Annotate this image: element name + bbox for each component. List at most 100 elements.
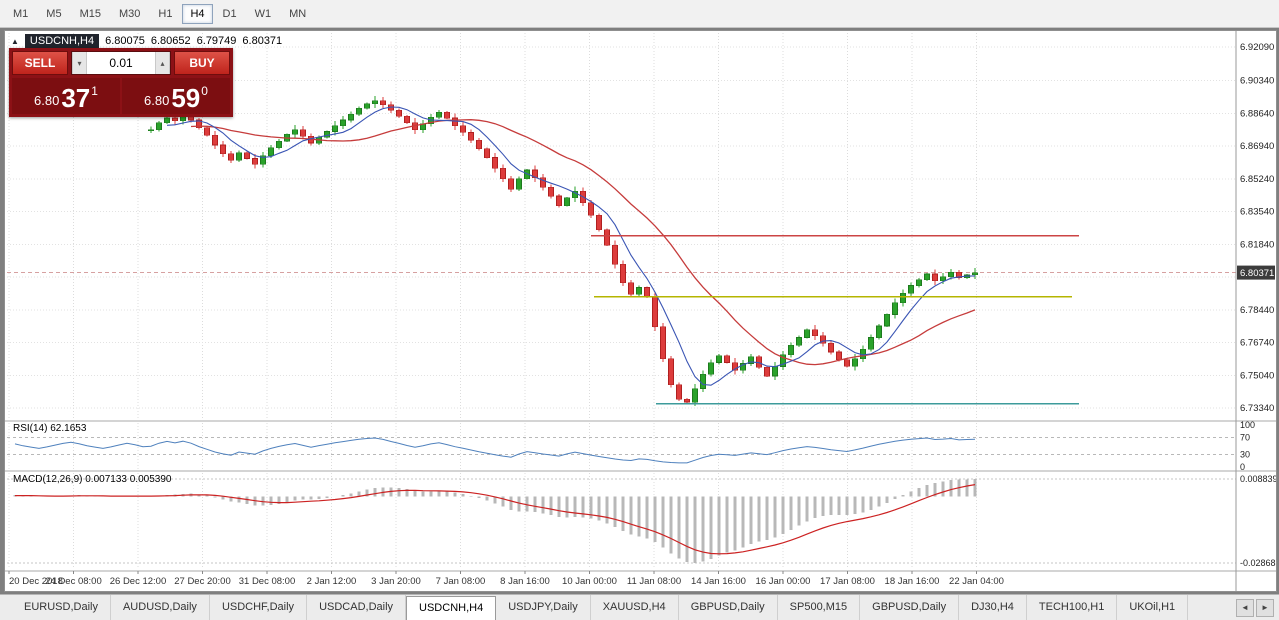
chart-marker-icon: ▲ xyxy=(11,36,19,46)
price-axis-labels: 6.92090 6.90340 6.88640 6.86940 6.85240 6.835… xyxy=(1240,42,1274,414)
svg-text:6.90340: 6.90340 xyxy=(1240,76,1274,87)
tab-scroll-controls: ◄ ► xyxy=(1236,595,1279,620)
chart-tab-audusd-daily[interactable]: AUDUSD,Daily xyxy=(111,595,210,620)
chart-tab-usdcad-daily[interactable]: USDCAD,Daily xyxy=(307,595,407,620)
svg-text:26 Dec 12:00: 26 Dec 12:00 xyxy=(110,576,167,587)
chart-tab-usdchf-daily[interactable]: USDCHF,Daily xyxy=(210,595,308,620)
svg-text:14 Jan 16:00: 14 Jan 16:00 xyxy=(691,576,746,587)
svg-text:6.73340: 6.73340 xyxy=(1240,403,1274,414)
svg-text:6.86940: 6.86940 xyxy=(1240,141,1274,152)
svg-text:31 Dec 08:00: 31 Dec 08:00 xyxy=(239,576,296,587)
chart-tab-xauusd-h4[interactable]: XAUUSD,H4 xyxy=(591,595,679,620)
tab-scroll-left-icon[interactable]: ◄ xyxy=(1236,598,1254,617)
chart-tab-ukoil-h1[interactable]: UKOil,H1 xyxy=(1117,595,1189,620)
chart-tab-tech100-h1[interactable]: TECH100,H1 xyxy=(1027,595,1118,620)
symbol-label: USDCNH,H4 xyxy=(24,34,100,48)
horizontal-lines xyxy=(591,235,1079,405)
chart-tab-gbpusd-daily[interactable]: GBPUSD,Daily xyxy=(679,595,778,620)
candles xyxy=(148,96,978,407)
timeframe-h1[interactable]: H1 xyxy=(158,7,173,20)
volume-control[interactable]: ▾ 0.01 ▴ xyxy=(71,51,171,75)
bid-price-sup: 1 xyxy=(91,84,98,98)
svg-text:6.76740: 6.76740 xyxy=(1240,338,1274,349)
svg-text:22 Jan 04:00: 22 Jan 04:00 xyxy=(949,576,1004,587)
svg-text:6.78440: 6.78440 xyxy=(1240,305,1274,316)
timeframe-toolbar: M1 M5 M15 M30 H1 H4 D1 W1 MN xyxy=(0,0,1279,28)
chart-tab-sp500-m15[interactable]: SP500,M15 xyxy=(778,595,861,620)
macd-signal-line xyxy=(15,484,976,555)
chart-tab-eurusd-daily[interactable]: EURUSD,Daily xyxy=(12,595,111,620)
ohlc-open: 6.80075 xyxy=(105,35,145,47)
svg-text:10 Jan 00:00: 10 Jan 00:00 xyxy=(562,576,617,587)
svg-text:27 Dec 20:00: 27 Dec 20:00 xyxy=(174,576,231,587)
one-click-trade-panel: SELL ▾ 0.01 ▴ BUY 6.80 37 1 6.80 59 0 xyxy=(9,48,233,117)
ask-price-button[interactable]: 6.80 59 0 xyxy=(122,78,230,114)
ask-price-small: 6.80 xyxy=(144,93,170,108)
buy-button[interactable]: BUY xyxy=(174,51,230,75)
bid-price-small: 6.80 xyxy=(34,93,60,108)
svg-text:11 Jan 08:00: 11 Jan 08:00 xyxy=(627,576,681,587)
svg-text:100: 100 xyxy=(1240,420,1255,430)
ma-fast-line xyxy=(166,106,976,386)
svg-text:8 Jan 16:00: 8 Jan 16:00 xyxy=(500,576,550,587)
ohlc-low: 6.79749 xyxy=(196,35,237,47)
svg-text:7 Jan 08:00: 7 Jan 08:00 xyxy=(436,576,486,587)
chart-tab-dj30-h4[interactable]: DJ30,H4 xyxy=(959,595,1027,620)
volume-increase-button[interactable]: ▴ xyxy=(155,52,170,74)
tab-scroll-right-icon[interactable]: ► xyxy=(1256,598,1274,617)
macd-scale-lines xyxy=(7,478,1236,564)
chart-tab-usdjpy-daily[interactable]: USDJPY,Daily xyxy=(496,595,591,620)
current-price-badge: 6.80371 xyxy=(1237,265,1275,280)
svg-text:6.88640: 6.88640 xyxy=(1240,108,1274,119)
timeframe-m5[interactable]: M5 xyxy=(46,7,62,20)
ma-slow-line xyxy=(190,119,976,366)
rsi-line xyxy=(14,437,976,464)
ask-price-sup: 0 xyxy=(201,84,208,98)
volume-input[interactable]: 0.01 xyxy=(109,56,133,70)
chart-tab-gbpusd-daily[interactable]: GBPUSD,Daily xyxy=(860,595,960,620)
rsi-indicator-label: RSI(14) 62.1653 xyxy=(13,423,87,434)
svg-text:0.008839: 0.008839 xyxy=(1240,474,1276,484)
timeframe-h4[interactable]: H4 xyxy=(182,3,213,24)
chart-tab-usdcnh-h4[interactable]: USDCNH,H4 xyxy=(406,596,497,620)
ask-price-big: 59 xyxy=(171,83,201,113)
svg-text:6.92090: 6.92090 xyxy=(1240,42,1274,53)
macd-indicator-label: MACD(12,26,9) 0.007133 0.005390 xyxy=(13,474,172,485)
ohlc-high: 6.80652 xyxy=(150,35,191,47)
rsi-axis-labels: 100 70 30 0 xyxy=(1240,420,1255,472)
svg-text:2 Jan 12:00: 2 Jan 12:00 xyxy=(307,576,357,587)
svg-text:24 Dec 08:00: 24 Dec 08:00 xyxy=(45,576,102,587)
sell-button[interactable]: SELL xyxy=(12,51,68,75)
trade-panel-prices: 6.80 37 1 6.80 59 0 xyxy=(12,78,230,114)
macd-axis-labels: 0.008839 -0.028683 xyxy=(1240,474,1276,568)
timeframe-m15[interactable]: M15 xyxy=(79,7,101,20)
pane-separators xyxy=(5,31,1276,591)
svg-text:6.85240: 6.85240 xyxy=(1240,174,1274,185)
svg-text:16 Jan 00:00: 16 Jan 00:00 xyxy=(756,576,811,587)
trade-panel-controls: SELL ▾ 0.01 ▴ BUY xyxy=(12,51,230,75)
bid-price-button[interactable]: 6.80 37 1 xyxy=(12,78,120,114)
svg-text:3 Jan 20:00: 3 Jan 20:00 xyxy=(371,576,421,587)
svg-text:6.81840: 6.81840 xyxy=(1240,239,1274,250)
timeframe-m1[interactable]: M1 xyxy=(13,7,29,20)
svg-text:17 Jan 08:00: 17 Jan 08:00 xyxy=(820,576,875,587)
chart-tabs-bar: EURUSD,Daily AUDUSD,Daily USDCHF,Daily USDC… xyxy=(0,594,1279,620)
svg-text:20 Dec 2018: 20 Dec 2018 xyxy=(9,576,63,587)
timeframe-w1[interactable]: W1 xyxy=(254,7,272,20)
svg-text:6.83540: 6.83540 xyxy=(1240,207,1274,218)
timeframe-d1[interactable]: D1 xyxy=(222,7,237,20)
chart-info: ▲ USDCNH,H4 6.80075 6.80652 6.79749 6.80… xyxy=(11,34,282,48)
timeframe-m30[interactable]: M30 xyxy=(118,7,141,20)
svg-text:70: 70 xyxy=(1240,433,1250,443)
volume-decrease-button[interactable]: ▾ xyxy=(72,52,87,74)
chart-tabs: EURUSD,Daily AUDUSD,Daily USDCHF,Daily USDC… xyxy=(0,595,1189,620)
chart-window[interactable]: 6.92090 6.90340 6.88640 6.86940 6.85240 6.835… xyxy=(4,30,1277,592)
svg-text:30: 30 xyxy=(1240,449,1250,459)
timeframe-mn[interactable]: MN xyxy=(289,7,307,20)
svg-text:0: 0 xyxy=(1240,462,1245,472)
bid-price-big: 37 xyxy=(61,83,91,113)
svg-text:6.80371: 6.80371 xyxy=(1240,268,1274,279)
rsi-levels xyxy=(7,437,1236,455)
svg-text:-0.028683: -0.028683 xyxy=(1240,558,1276,568)
svg-text:18 Jan 16:00: 18 Jan 16:00 xyxy=(885,576,940,587)
